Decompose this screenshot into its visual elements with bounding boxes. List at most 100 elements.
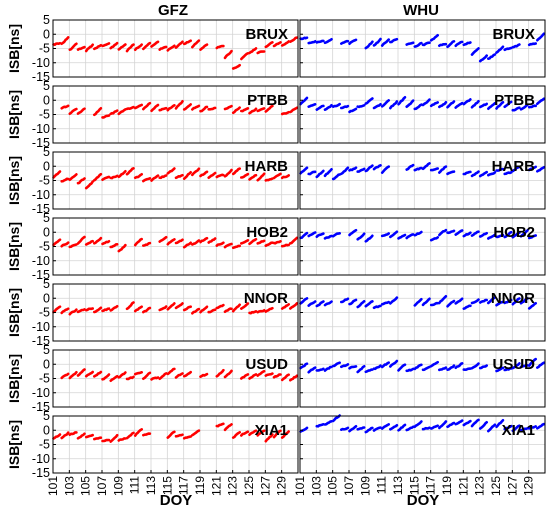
series-segment xyxy=(215,44,225,50)
series-segment xyxy=(535,32,546,42)
series-segment xyxy=(511,165,521,173)
series-segment xyxy=(60,104,70,110)
series-segment xyxy=(264,433,274,443)
series-segment xyxy=(348,166,358,172)
series-segment xyxy=(511,362,521,370)
series-segment xyxy=(519,103,529,111)
series-segment xyxy=(248,107,258,115)
y-tick-label: -10 xyxy=(32,122,50,136)
series-segment xyxy=(397,363,407,372)
series-segment xyxy=(527,104,538,109)
series-segment xyxy=(495,100,505,110)
station-label: XIA1 xyxy=(255,422,288,439)
series-segment xyxy=(454,362,464,370)
series-segment xyxy=(486,53,497,61)
series-segment xyxy=(207,106,217,111)
series-segment xyxy=(511,231,521,239)
series-segment xyxy=(166,367,176,376)
y-tick-label: -10 xyxy=(32,254,50,268)
y-tick-label: 5 xyxy=(43,79,50,93)
y-tick-label: 5 xyxy=(43,211,50,225)
series-segment xyxy=(231,244,241,250)
y-tick-label: 0 xyxy=(43,93,50,107)
series-segment xyxy=(397,423,407,432)
series-segment xyxy=(339,297,350,304)
series-segment xyxy=(454,40,464,48)
y-axis-label: ISB[ns] xyxy=(6,156,22,205)
series-segment xyxy=(264,306,274,313)
series-segment xyxy=(421,41,431,47)
series-segment xyxy=(256,308,266,314)
series-segment xyxy=(223,168,233,178)
series-segment xyxy=(231,303,241,313)
series-segment xyxy=(511,297,521,306)
series-segment xyxy=(348,365,358,370)
panel-whu-xia1: XIA1 101 103 105 107 109 111 113 115 117 119 121 123… xyxy=(293,414,546,496)
series-segment xyxy=(437,294,448,305)
series-segment xyxy=(68,370,78,380)
y-tick-label: -10 xyxy=(32,452,50,466)
series-segment xyxy=(437,165,448,174)
series-segment xyxy=(142,371,152,381)
series-segment xyxy=(288,374,299,382)
series-segment xyxy=(495,233,505,239)
series-segment xyxy=(174,302,184,310)
y-tick-label: 0 xyxy=(43,291,50,305)
series-segment xyxy=(478,231,489,238)
series-segment xyxy=(215,241,225,247)
series-segment xyxy=(223,369,233,379)
y-tick-label: -5 xyxy=(39,240,50,254)
x-tick-label: 103 xyxy=(309,476,323,496)
x-tick-label: 127 xyxy=(258,476,272,496)
y-axis-label: ISB[ns] xyxy=(6,354,22,403)
series-segment xyxy=(280,430,291,439)
panel-whu-usud: USUD xyxy=(299,349,546,408)
series-segment xyxy=(315,422,325,428)
series-segment xyxy=(364,164,374,173)
series-segment xyxy=(272,429,282,439)
station-label: NNOR xyxy=(491,290,535,307)
y-tick-label: -5 xyxy=(39,174,50,188)
series-segment xyxy=(240,430,250,437)
x-tick-label: 123 xyxy=(226,476,240,496)
series-segment xyxy=(339,104,350,110)
series-segment xyxy=(437,420,448,430)
series-segment xyxy=(307,170,317,176)
series-segment xyxy=(93,172,103,182)
series-segment xyxy=(446,100,456,109)
series-segment xyxy=(299,96,309,106)
series-segment xyxy=(125,43,135,53)
x-tick-label: 121 xyxy=(456,476,470,496)
series-segment xyxy=(454,229,464,236)
column-title-gfz: GFZ xyxy=(158,2,188,19)
y-tick-label: -15 xyxy=(32,268,50,282)
series-segment xyxy=(503,46,513,52)
series-segment xyxy=(364,426,374,434)
series-segment xyxy=(429,101,440,108)
x-tick-label: 119 xyxy=(440,476,454,495)
series-segment xyxy=(356,426,366,431)
series-segment xyxy=(413,297,423,307)
series-segment xyxy=(76,107,86,115)
series-segment xyxy=(109,174,119,180)
series-segment xyxy=(109,304,119,312)
series-segment xyxy=(166,302,176,311)
series-segment xyxy=(240,302,250,310)
series-segment xyxy=(364,234,374,243)
series-segment xyxy=(429,424,440,430)
y-tick-label: -5 xyxy=(39,108,50,122)
series-segment xyxy=(93,236,103,245)
series-segment xyxy=(307,231,317,238)
series-segment xyxy=(323,168,333,178)
station-label: HARB xyxy=(492,158,535,175)
series-segment xyxy=(101,438,111,443)
series-segment xyxy=(133,237,143,247)
y-tick-label: -5 xyxy=(39,42,50,56)
series-segment xyxy=(288,302,299,310)
series-segment xyxy=(364,368,374,374)
x-tick-label: 121 xyxy=(209,476,223,496)
series-segment xyxy=(191,167,201,177)
series-segment xyxy=(182,103,192,111)
series-segment xyxy=(323,234,333,240)
station-label: USUD xyxy=(492,356,535,373)
